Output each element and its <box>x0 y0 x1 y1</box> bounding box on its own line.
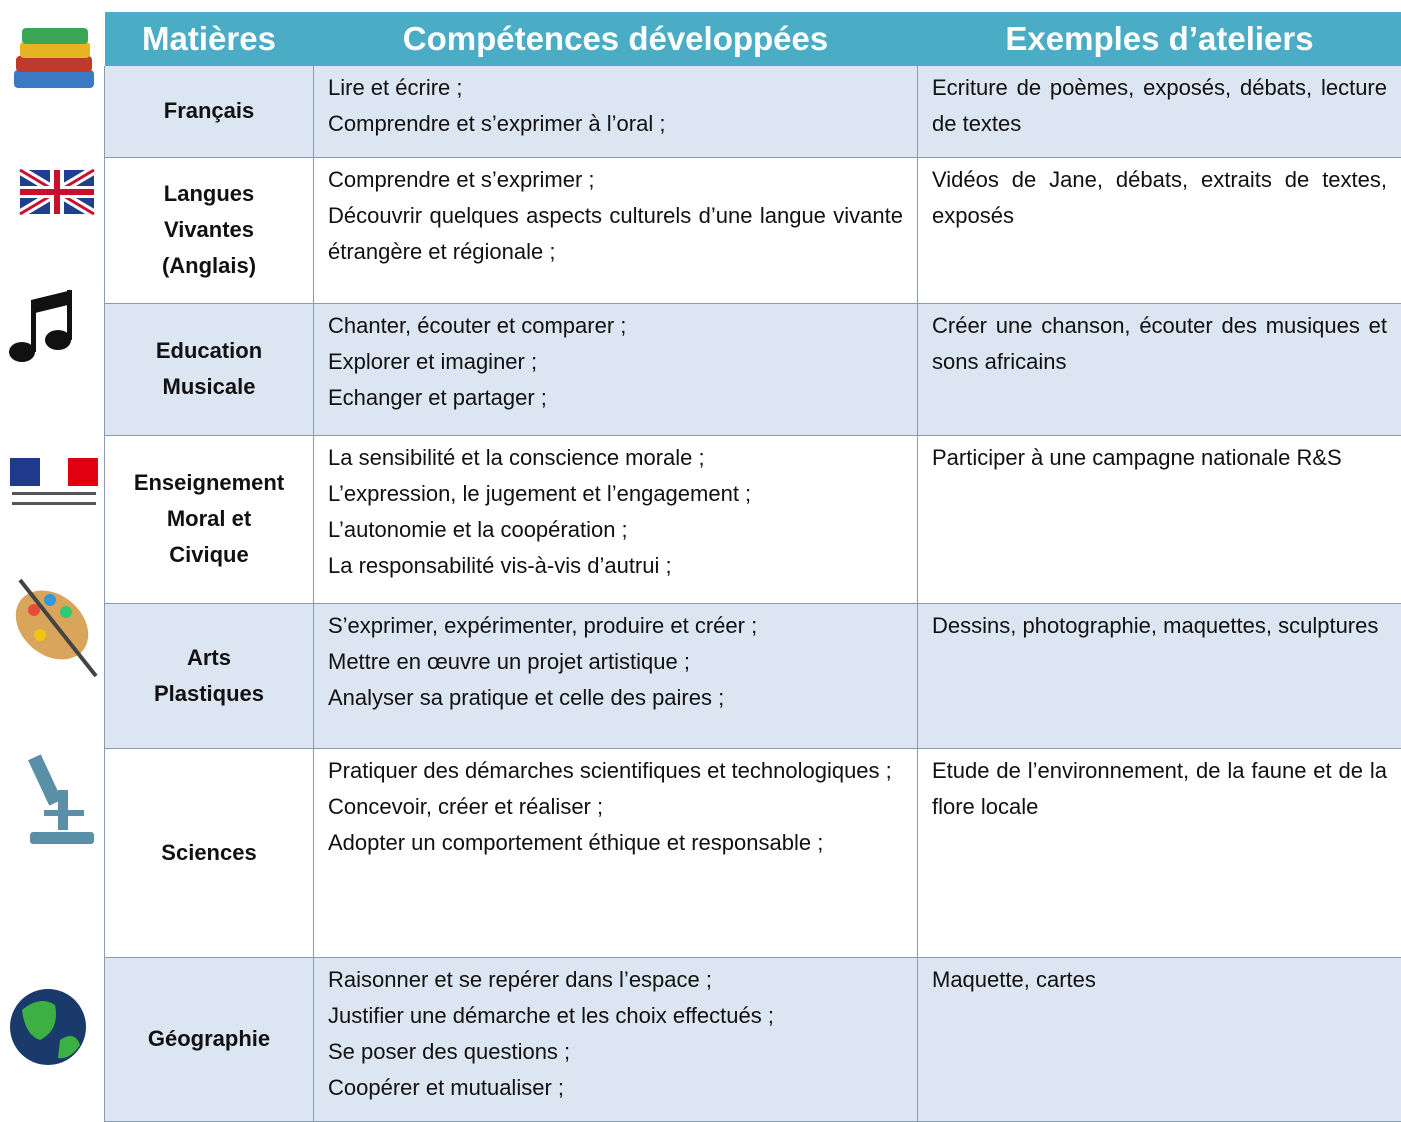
republique-logo <box>10 458 98 505</box>
subject-line: Vivantes <box>111 212 307 248</box>
examples: Participer à une campagne nationale R&S <box>932 440 1387 476</box>
examples-cell: Maquette, cartes <box>918 957 1401 1121</box>
skill: Découvrir quelques aspects culturels d’u… <box>328 198 903 270</box>
skill: Raisonner et se repérer dans l’espace ; <box>328 962 903 998</box>
column-header: Compétences développées <box>314 12 918 66</box>
subject-line: Moral et <box>111 501 307 537</box>
skill: Explorer et imaginer ; <box>328 344 903 380</box>
skill: Coopérer et mutualiser ; <box>328 1070 903 1106</box>
skills-cell: Chanter, écouter et comparer ;Explorer e… <box>314 303 918 435</box>
subject-line: Enseignement <box>111 465 307 501</box>
subject-line: Français <box>111 93 307 129</box>
examples: Maquette, cartes <box>932 962 1387 998</box>
books-icon <box>14 28 94 88</box>
uk-flag-icon <box>20 170 94 214</box>
examples-cell: Etude de l’environnement, de la faune et… <box>918 748 1401 957</box>
skill: Adopter un comportement éthique et respo… <box>328 825 903 861</box>
skill: Analyser sa pratique et celle des paires… <box>328 680 903 716</box>
skill: Echanger et partager ; <box>328 380 903 416</box>
skill: La responsabilité vis-à-vis d’autrui ; <box>328 548 903 584</box>
examples: Ecriture de poèmes, exposés, débats, lec… <box>932 70 1387 142</box>
skills-cell: La sensibilité et la conscience morale ;… <box>314 435 918 603</box>
subject-cell: Géographie <box>105 957 314 1121</box>
examples-cell: Vidéos de Jane, débats, extraits de text… <box>918 157 1401 303</box>
column-header: Exemples d’ateliers <box>918 12 1401 66</box>
subject-line: Education <box>111 333 307 369</box>
skill: S’exprimer, expérimenter, produire et cr… <box>328 608 903 644</box>
subject-line: Arts <box>111 640 307 676</box>
column-header: Matières <box>105 12 314 66</box>
music-note-icon <box>9 290 72 362</box>
skills-cell: Lire et écrire ;Comprendre et s’exprimer… <box>314 66 918 157</box>
skill: Concevoir, créer et réaliser ; <box>328 789 903 825</box>
skill: Mettre en œuvre un projet artistique ; <box>328 644 903 680</box>
skills-cell: Comprendre et s’exprimer ;Découvrir quel… <box>314 157 918 303</box>
examples: Dessins, photographie, maquettes, sculpt… <box>932 608 1387 644</box>
skills-cell: Raisonner et se repérer dans l’espace ;J… <box>314 957 918 1121</box>
skill: Comprendre et s’exprimer à l’oral ; <box>328 106 903 142</box>
skill: Se poser des questions ; <box>328 1034 903 1070</box>
microscope-icon <box>28 754 94 844</box>
table-row: Sciences Pratiquer des démarches scientif… <box>105 748 1401 957</box>
subject-line: Civique <box>111 537 307 573</box>
examples-cell: Ecriture de poèmes, exposés, débats, lec… <box>918 66 1401 157</box>
skill: Chanter, écouter et comparer ; <box>328 308 903 344</box>
skill: Comprendre et s’exprimer ; <box>328 162 903 198</box>
subject-line: Sciences <box>111 835 307 871</box>
subject-line: Plastiques <box>111 676 307 712</box>
skills-cell: Pratiquer des démarches scientifiques et… <box>314 748 918 957</box>
examples: Etude de l’environnement, de la faune et… <box>932 753 1387 825</box>
skill: Pratiquer des démarches scientifiques et… <box>328 753 903 789</box>
icons <box>0 0 104 1121</box>
globe-icon <box>10 989 86 1065</box>
skill: La sensibilité et la conscience morale ; <box>328 440 903 476</box>
skill: L’expression, le jugement et l’engagemen… <box>328 476 903 512</box>
skill: Lire et écrire ; <box>328 70 903 106</box>
examples-cell: Dessins, photographie, maquettes, sculpt… <box>918 603 1401 748</box>
skill: Justifier une démarche et les choix effe… <box>328 998 903 1034</box>
skill: L’autonomie et la coopération ; <box>328 512 903 548</box>
subject-cell: Français <box>105 66 314 157</box>
skills-cell: S’exprimer, expérimenter, produire et cr… <box>314 603 918 748</box>
subject-line: Langues <box>111 176 307 212</box>
palette-icon <box>2 576 102 676</box>
examples-cell: Participer à une campagne nationale R&S <box>918 435 1401 603</box>
examples-cell: Créer une chanson, écouter des musiques … <box>918 303 1401 435</box>
examples: Vidéos de Jane, débats, extraits de text… <box>932 162 1387 234</box>
subject-cell: Sciences <box>105 748 314 957</box>
subject-line: Géographie <box>111 1021 307 1057</box>
examples: Créer une chanson, écouter des musiques … <box>932 308 1387 380</box>
subject-line: Musicale <box>111 369 307 405</box>
subject-line: (Anglais) <box>111 248 307 284</box>
